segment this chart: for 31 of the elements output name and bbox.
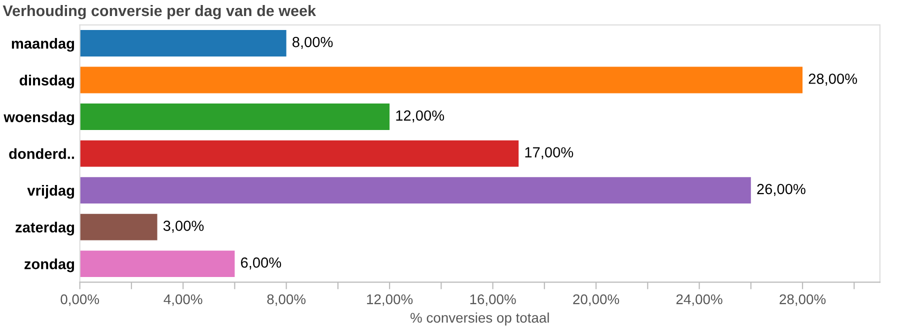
x-tick-label: 4,00% xyxy=(164,294,202,306)
bar xyxy=(80,214,158,240)
y-tick-label: zaterdag xyxy=(16,222,74,236)
bar xyxy=(80,140,519,167)
data-label: 8,00% xyxy=(292,36,333,49)
x-tick-label: 24,00% xyxy=(676,294,722,306)
data-label: 12,00% xyxy=(396,110,444,122)
x-tick-label: 16,00% xyxy=(470,294,516,306)
chart-title: Verhouding conversie per dag van de week xyxy=(2,4,316,20)
data-label: 6,00% xyxy=(240,257,282,270)
x-tick-label: 20,00% xyxy=(573,294,620,306)
bar xyxy=(80,66,803,94)
y-tick-label: donderd.. xyxy=(9,148,74,159)
y-tick-label: vrijdag xyxy=(27,185,74,199)
y-tick-label: dinsdag xyxy=(20,74,74,88)
bar xyxy=(80,104,390,130)
x-tick-label: 0,00% xyxy=(60,294,100,306)
bar xyxy=(80,250,235,278)
data-label: 28,00% xyxy=(808,74,858,86)
bar xyxy=(80,30,286,57)
bar xyxy=(80,177,751,204)
x-axis-title: % conversies op totaal xyxy=(410,312,549,326)
y-tick-label: zondag xyxy=(24,258,74,272)
x-tick-label: 8,00% xyxy=(267,294,306,306)
y-tick-label: woensdag xyxy=(4,112,74,126)
x-tick-label: 12,00% xyxy=(367,294,413,306)
x-tick-label: 28,00% xyxy=(780,294,826,306)
data-label: 17,00% xyxy=(525,147,574,160)
data-label: 3,00% xyxy=(163,220,204,233)
data-label: 26,00% xyxy=(757,184,806,196)
y-tick-label: maandag xyxy=(12,38,74,52)
